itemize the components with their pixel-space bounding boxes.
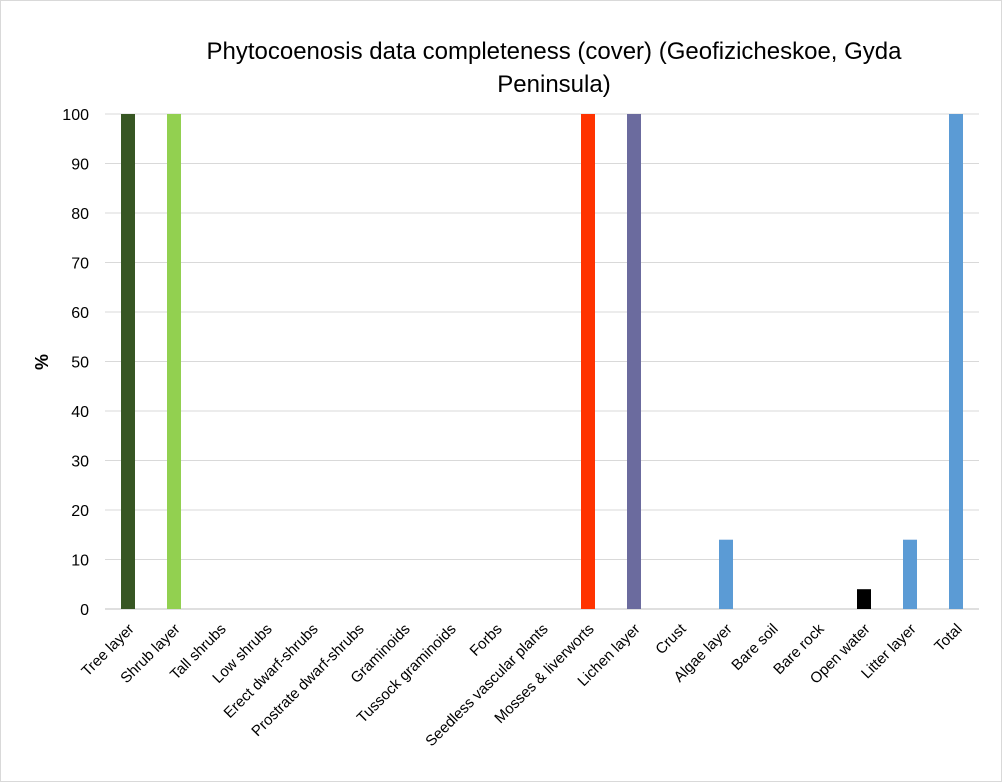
bar	[581, 114, 595, 609]
bar	[121, 114, 135, 609]
chart-title-line-2: Peninsula)	[497, 71, 610, 98]
chart-title-line-1: Phytocoenosis data completeness (cover) …	[206, 38, 902, 65]
bar	[903, 539, 917, 609]
y-axis-ticks: 0 10 20 30 40 50 60 70 80 90 100	[62, 107, 89, 619]
bars	[121, 114, 963, 609]
y-tick-label: 20	[71, 503, 89, 520]
x-category-label: Forbs	[467, 621, 506, 660]
y-axis-label: %	[32, 354, 52, 370]
y-tick-label: 0	[80, 602, 89, 619]
y-tick-label: 100	[62, 107, 89, 124]
bar	[627, 114, 641, 609]
y-tick-label: 70	[71, 256, 89, 273]
bar	[857, 589, 871, 609]
bar	[949, 114, 963, 609]
bar	[167, 114, 181, 609]
y-tick-label: 60	[71, 305, 89, 322]
y-tick-label: 50	[71, 355, 89, 372]
y-tick-label: 90	[71, 157, 89, 174]
y-tick-label: 80	[71, 206, 89, 223]
y-tick-label: 10	[71, 553, 89, 570]
gridlines	[105, 113, 979, 610]
y-tick-label: 40	[71, 404, 89, 421]
x-category-label: Total	[931, 621, 965, 655]
x-category-label: Crust	[652, 620, 690, 658]
y-tick-label: 30	[71, 454, 89, 471]
bar	[719, 539, 733, 609]
